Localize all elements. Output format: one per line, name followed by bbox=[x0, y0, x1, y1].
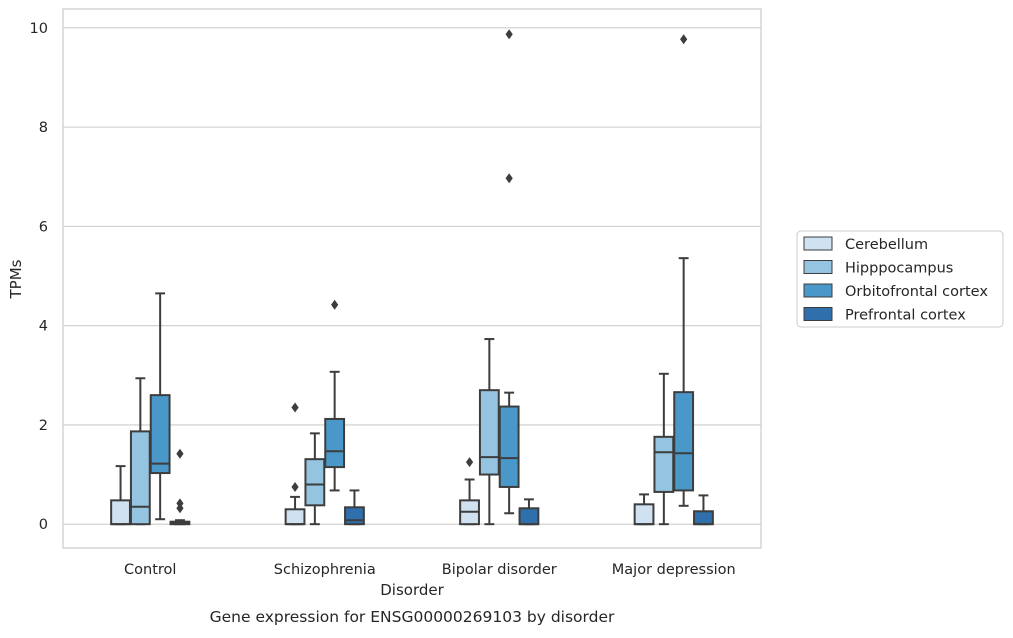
y-tick-label: 6 bbox=[39, 219, 48, 235]
box-3-0 bbox=[169, 448, 191, 526]
chart-title: Gene expression for ENSG00000269103 by d… bbox=[210, 608, 615, 626]
outlier-point bbox=[465, 457, 474, 468]
outlier-point bbox=[291, 481, 299, 492]
box-1-3 bbox=[653, 372, 675, 526]
box-3-2 bbox=[518, 498, 540, 526]
outlier-point bbox=[505, 29, 513, 40]
legend-label: Hipppocampus bbox=[845, 261, 953, 277]
legend-label: Orbitofrontal cortex bbox=[845, 284, 988, 300]
box-body bbox=[498, 405, 520, 488]
legend-swatch bbox=[803, 260, 833, 274]
outlier-point bbox=[680, 34, 688, 45]
box-body bbox=[110, 499, 131, 526]
box-body bbox=[149, 394, 171, 475]
box-0-2 bbox=[459, 457, 480, 526]
y-tick-label: 2 bbox=[39, 418, 48, 434]
y-axis-ticks: 0 2 4 6 8 10 bbox=[30, 21, 48, 533]
box-3-3 bbox=[693, 494, 714, 526]
box-body bbox=[673, 391, 695, 492]
outlier-point bbox=[505, 173, 513, 184]
box-body bbox=[518, 507, 540, 526]
box-body bbox=[478, 389, 500, 476]
x-tick-label: Control bbox=[124, 562, 176, 578]
box-0-3 bbox=[633, 493, 655, 526]
plot-area bbox=[110, 29, 714, 526]
box-body bbox=[693, 510, 714, 526]
legend-swatch bbox=[803, 307, 833, 321]
box-1-0 bbox=[129, 377, 151, 526]
box-2-2 bbox=[498, 29, 520, 515]
outlier-point bbox=[331, 299, 339, 310]
legend-swatch bbox=[803, 283, 833, 298]
box-2-3 bbox=[673, 34, 695, 507]
x-tick-label: Bipolar disorder bbox=[442, 562, 557, 578]
box-body bbox=[344, 506, 365, 526]
box-3-1 bbox=[344, 489, 365, 526]
legend-frame bbox=[796, 230, 1004, 328]
box-body bbox=[284, 508, 306, 526]
x-axis-ticks: Control Schizophrenia Bipolar disorder Majo… bbox=[124, 562, 736, 578]
box-body bbox=[653, 435, 675, 493]
outlier-point bbox=[176, 498, 184, 509]
x-axis-label: Disorder bbox=[380, 581, 444, 599]
outlier-point bbox=[291, 402, 299, 413]
box-body bbox=[633, 503, 655, 526]
y-tick-label: 0 bbox=[39, 517, 48, 533]
x-tick-label: Major depression bbox=[612, 562, 736, 578]
box-0-1 bbox=[284, 402, 306, 526]
y-axis-label: TPMs bbox=[7, 259, 25, 299]
y-tick-label: 8 bbox=[39, 120, 48, 136]
plot-frame bbox=[62, 8, 762, 549]
box-body bbox=[304, 458, 326, 507]
legend-label: Cerebellum bbox=[845, 237, 928, 253]
y-tick-label: 4 bbox=[39, 319, 48, 335]
x-tick-label: Schizophrenia bbox=[274, 562, 376, 578]
box-body bbox=[324, 417, 346, 469]
legend: Cerebellum Hipppocampus Orbitofrontal cort… bbox=[796, 230, 1004, 328]
outlier-point bbox=[176, 448, 184, 459]
legend-swatch bbox=[803, 236, 833, 251]
box-body bbox=[129, 430, 151, 526]
legend-label: Prefrontal cortex bbox=[845, 308, 966, 324]
y-tick-label: 10 bbox=[30, 21, 48, 37]
box-0-0 bbox=[110, 465, 131, 526]
box-1-1 bbox=[304, 432, 326, 526]
box-2-1 bbox=[324, 299, 346, 492]
box-2-0 bbox=[149, 292, 171, 521]
